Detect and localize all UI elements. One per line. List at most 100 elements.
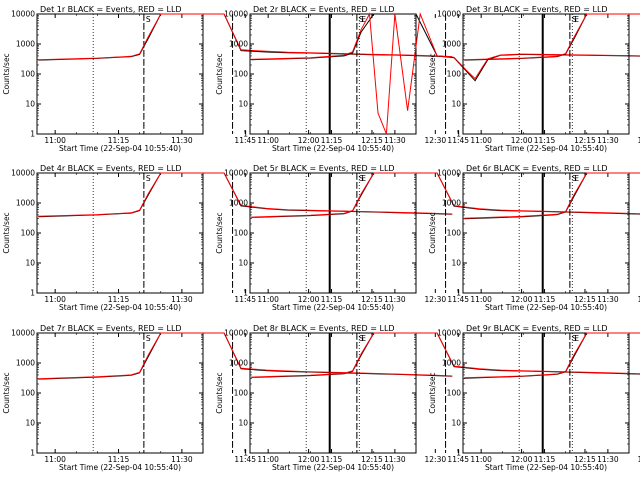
plot-frame bbox=[36, 13, 204, 135]
x-tick-label: 11:15 bbox=[108, 136, 130, 145]
chart-title: Det 6r BLACK = Events, RED = LLD bbox=[466, 164, 608, 173]
x-tick-label: 11:30 bbox=[171, 455, 193, 464]
y-tick-label: 1 bbox=[243, 449, 248, 458]
y-tick-label: 100 bbox=[21, 70, 36, 79]
chart-panel: Det 7r BLACK = Events, RED = LLD 1 10 100 10… bbox=[2, 324, 453, 472]
y-tick-label: 10 bbox=[25, 100, 35, 109]
x-tick-label: 12:00 bbox=[298, 455, 320, 464]
y-tick-label: 1000 bbox=[229, 359, 248, 368]
end-marker-label: E bbox=[361, 174, 366, 183]
y-tick-label: 10 bbox=[451, 100, 461, 109]
x-tick-label: 11:00 bbox=[470, 136, 492, 145]
y-axis-label: Counts/sec bbox=[428, 212, 437, 253]
y-tick-label: 100 bbox=[234, 229, 249, 238]
chart-panel: Det 3r BLACK = Events, RED = LLD 1 10 100 10… bbox=[428, 5, 640, 153]
y-tick-label: 1 bbox=[30, 289, 35, 298]
chart-panel: Det 5r BLACK = Events, RED = LLD 1 10 100 10… bbox=[215, 164, 640, 312]
y-tick-label: 1 bbox=[456, 130, 461, 139]
x-tick-label: 11:00 bbox=[257, 136, 279, 145]
x-axis-label: Start Time (22-Sep-04 10:55:40) bbox=[272, 463, 394, 472]
events-series-line bbox=[38, 172, 453, 218]
y-tick-label: 1 bbox=[243, 289, 248, 298]
events-series-line bbox=[38, 332, 453, 380]
y-tick-label: 10000 bbox=[437, 169, 461, 178]
end-marker-label: E bbox=[574, 334, 579, 343]
x-axis-label: Start Time (22-Sep-04 10:55:40) bbox=[59, 144, 181, 153]
y-axis-label: Counts/sec bbox=[428, 372, 437, 413]
y-tick-label: 1 bbox=[30, 449, 35, 458]
y-tick-label: 1 bbox=[30, 130, 35, 139]
x-axis-label: Start Time (22-Sep-04 10:55:40) bbox=[59, 303, 181, 312]
start-marker-label: S bbox=[572, 174, 577, 183]
chart-panel: Det 8r BLACK = Events, RED = LLD 1 10 100 10… bbox=[215, 324, 640, 472]
y-tick-label: 10000 bbox=[224, 169, 248, 178]
y-tick-label: 10 bbox=[238, 100, 248, 109]
x-axis-label: Start Time (22-Sep-04 10:55:40) bbox=[485, 303, 607, 312]
chart-title: Det 2r BLACK = Events, RED = LLD bbox=[253, 5, 395, 14]
x-tick-label: 11:30 bbox=[597, 136, 619, 145]
x-tick-label: 12:30 bbox=[638, 136, 640, 145]
x-tick-label: 11:45 bbox=[447, 136, 469, 145]
x-tick-label: 11:45 bbox=[234, 136, 256, 145]
y-tick-label: 1000 bbox=[16, 359, 35, 368]
x-tick-label: 12:00 bbox=[298, 136, 320, 145]
x-tick-label: 11:45 bbox=[447, 455, 469, 464]
x-tick-label: 11:15 bbox=[108, 455, 130, 464]
events-series-line bbox=[38, 13, 453, 61]
x-tick-label: 11:00 bbox=[470, 455, 492, 464]
plot-frame bbox=[462, 172, 630, 294]
y-tick-label: 10000 bbox=[11, 329, 35, 338]
y-tick-label: 10 bbox=[238, 259, 248, 268]
y-tick-label: 100 bbox=[21, 229, 36, 238]
y-axis-label: Counts/sec bbox=[2, 212, 11, 253]
y-tick-label: 100 bbox=[234, 389, 249, 398]
x-tick-label: 11:30 bbox=[597, 295, 619, 304]
chart-panel: Det 2r BLACK = Events, RED = LLD 1 10 100 10… bbox=[215, 5, 640, 153]
x-tick-label: 12:30 bbox=[425, 136, 447, 145]
x-tick-label: 11:45 bbox=[447, 295, 469, 304]
x-axis-label: Start Time (22-Sep-04 10:55:40) bbox=[485, 144, 607, 153]
start-marker-label: S bbox=[572, 15, 577, 24]
x-tick-label: 11:45 bbox=[234, 295, 256, 304]
y-tick-label: 1 bbox=[456, 449, 461, 458]
lld-series-line bbox=[464, 172, 640, 219]
end-marker-label: E bbox=[574, 174, 579, 183]
y-tick-label: 10 bbox=[25, 259, 35, 268]
y-axis-label: Counts/sec bbox=[215, 372, 224, 413]
y-tick-label: 1000 bbox=[16, 40, 35, 49]
x-tick-label: 11:15 bbox=[321, 455, 343, 464]
x-tick-label: 12:00 bbox=[511, 136, 533, 145]
x-tick-label: 12:15 bbox=[574, 455, 596, 464]
x-tick-label: 12:30 bbox=[638, 295, 640, 304]
x-tick-label: 12:15 bbox=[361, 455, 383, 464]
x-tick-label: 11:45 bbox=[234, 455, 256, 464]
start-marker-label: S bbox=[572, 334, 577, 343]
y-tick-label: 1000 bbox=[16, 199, 35, 208]
x-tick-label: 12:00 bbox=[298, 295, 320, 304]
y-tick-label: 100 bbox=[234, 70, 249, 79]
chart-panel: Det 1r BLACK = Events, RED = LLD 1 10 100 10… bbox=[2, 5, 453, 153]
x-tick-label: 12:00 bbox=[511, 455, 533, 464]
start-marker-label: S bbox=[359, 334, 364, 343]
chart-title: Det 7r BLACK = Events, RED = LLD bbox=[40, 324, 182, 333]
chart-title: Det 1r BLACK = Events, RED = LLD bbox=[40, 5, 182, 14]
chart-title: Det 4r BLACK = Events, RED = LLD bbox=[40, 164, 182, 173]
chart-title: Det 5r BLACK = Events, RED = LLD bbox=[253, 164, 395, 173]
y-tick-label: 10000 bbox=[437, 329, 461, 338]
x-tick-label: 12:15 bbox=[574, 136, 596, 145]
y-tick-label: 100 bbox=[447, 389, 462, 398]
lld-series-line bbox=[38, 332, 453, 380]
x-tick-label: 11:15 bbox=[534, 136, 556, 145]
y-axis-label: Counts/sec bbox=[2, 372, 11, 413]
chart-title: Det 8r BLACK = Events, RED = LLD bbox=[253, 324, 395, 333]
y-tick-label: 1000 bbox=[442, 40, 461, 49]
plot-frame bbox=[249, 172, 417, 294]
y-tick-label: 100 bbox=[447, 70, 462, 79]
y-tick-label: 10000 bbox=[11, 10, 35, 19]
plot-frame bbox=[36, 172, 204, 294]
lld-series-line bbox=[464, 332, 640, 379]
y-tick-label: 1 bbox=[243, 130, 248, 139]
y-tick-label: 10000 bbox=[224, 329, 248, 338]
x-tick-label: 11:00 bbox=[44, 295, 66, 304]
y-axis-label: Counts/sec bbox=[215, 53, 224, 94]
